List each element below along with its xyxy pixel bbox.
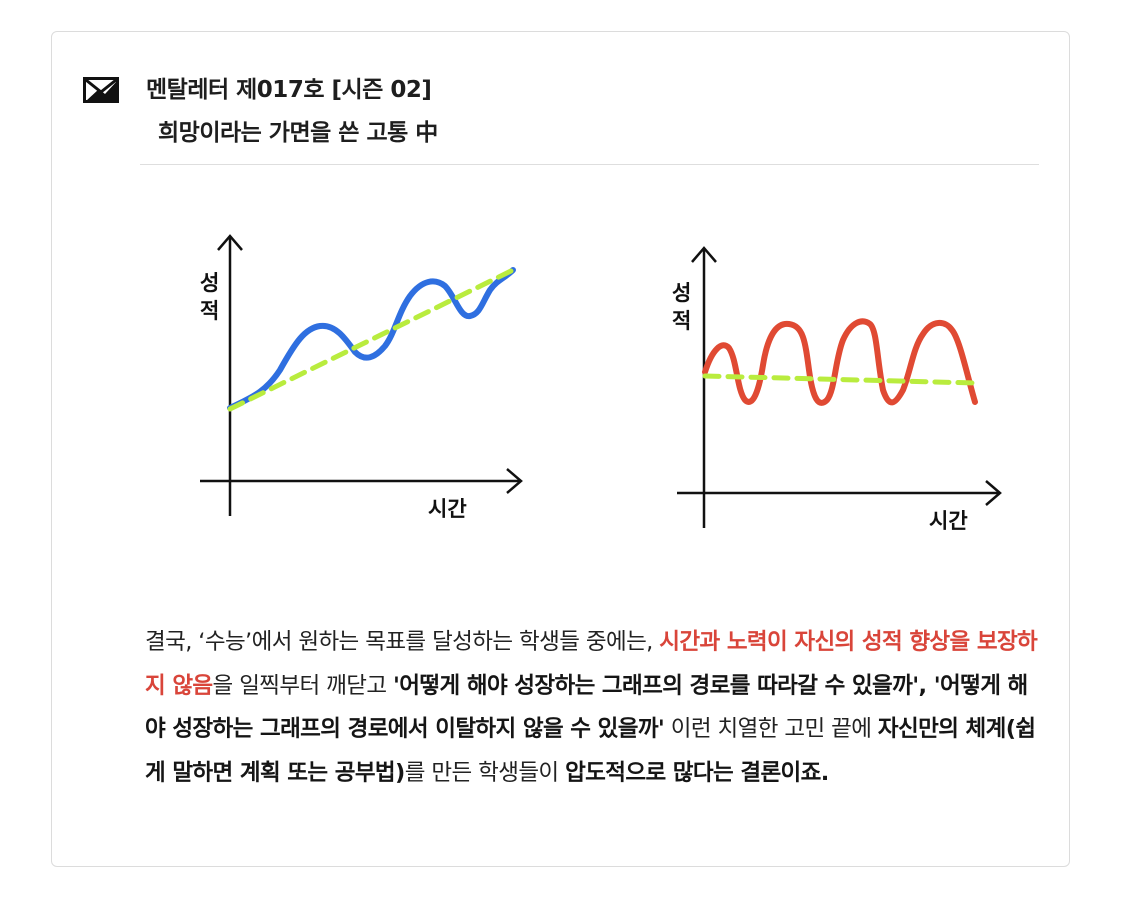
- x-axis-label: 시간: [428, 497, 467, 521]
- x-axis-label: 시간: [929, 509, 968, 533]
- body-paragraph: 결국, ‘수능’에서 원하는 목표를 달성하는 학생들 중에는, 시간과 노력이…: [145, 621, 1041, 795]
- body-highlight: 시간과 노력이 자신의 성적 향상을 보장하지 않음: [145, 629, 1038, 699]
- body-bold-conclusion: 압도적으로 많다는 결론이죠.: [565, 759, 829, 786]
- y-label-char-2: 적: [200, 299, 219, 323]
- y-label-char-1: 성: [200, 271, 219, 295]
- body-text-1: 결국, ‘수능’에서 원하는 목표를 달성하는 학생들 중에는,: [145, 629, 660, 655]
- oscillating-curve: [702, 318, 978, 406]
- x-axis-arrow: [506, 468, 523, 494]
- body-bold-question: '어떻게 해야 성장하는 그래프의 경로를 따라갈 수 있을까', '어떻게 해…: [145, 672, 1028, 743]
- y-axis-arrow: [217, 234, 243, 251]
- trend-line: [227, 267, 516, 412]
- body-bold-system: 자신만의 체계(쉽게 말하면 계획 또는 공부법): [145, 716, 1036, 786]
- trend-line: [702, 373, 978, 386]
- body-text-4: 를 만든 학생들이: [404, 759, 566, 786]
- y-label-char-2: 적: [672, 309, 691, 333]
- y-label-char-1: 성: [672, 281, 691, 305]
- mail-icon: [83, 77, 119, 103]
- title-divider: [140, 164, 1039, 165]
- body-text-2: 을 일찍부터 깨닫고: [212, 672, 394, 699]
- x-axis-arrow: [985, 480, 1002, 506]
- letter-title: 멘탈레터 제017호 [시즌 02]: [146, 77, 432, 103]
- body-text-3: 이런 치열한 고민 끝에: [664, 716, 878, 742]
- letter-subtitle: 희망이라는 가면을 쓴 고통 中: [158, 120, 438, 146]
- y-axis-arrow: [691, 246, 717, 263]
